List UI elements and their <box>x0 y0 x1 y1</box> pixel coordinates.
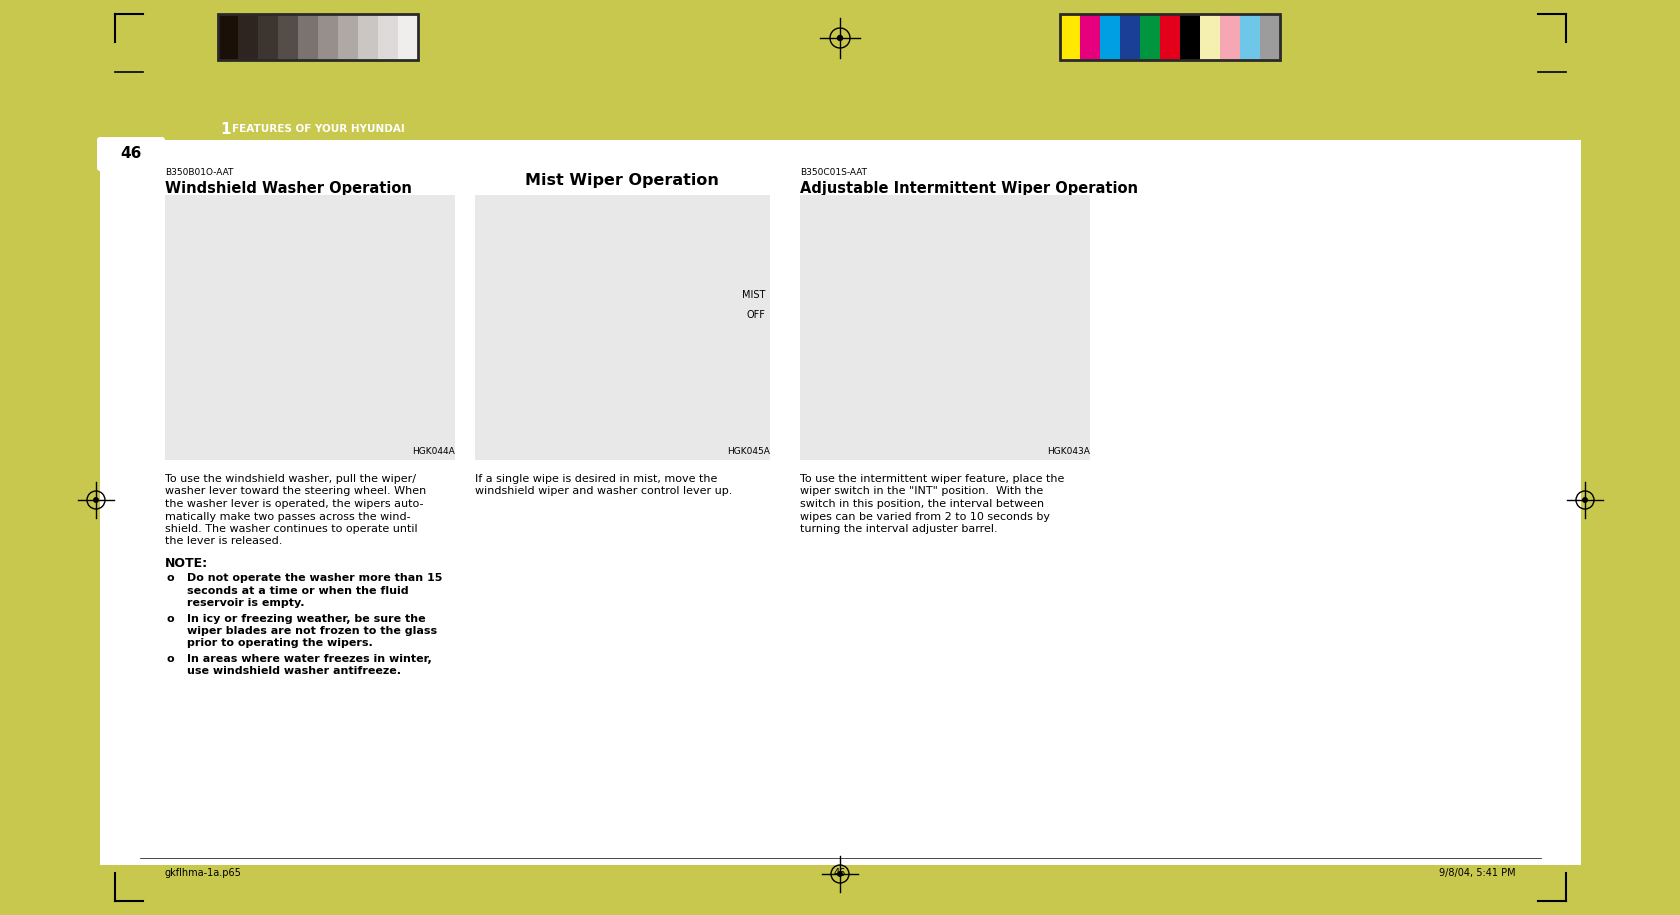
Text: the washer lever is operated, the wipers auto-: the washer lever is operated, the wipers… <box>165 499 423 509</box>
Bar <box>338 14 358 60</box>
Bar <box>1159 14 1179 60</box>
Bar <box>358 14 378 60</box>
Circle shape <box>94 498 97 502</box>
Text: Do not operate the washer more than 15: Do not operate the washer more than 15 <box>186 573 442 583</box>
Text: HGK044A: HGK044A <box>412 447 455 456</box>
Text: NOTE:: NOTE: <box>165 557 208 570</box>
Bar <box>1079 14 1099 60</box>
Bar <box>99 108 1581 865</box>
Bar <box>1139 14 1159 60</box>
Text: reservoir is empty.: reservoir is empty. <box>186 598 304 608</box>
Text: In icy or freezing weather, be sure the: In icy or freezing weather, be sure the <box>186 613 425 623</box>
Bar <box>318 14 338 60</box>
Text: washer lever toward the steering wheel. When: washer lever toward the steering wheel. … <box>165 487 427 497</box>
Text: To use the windshield washer, pull the wiper/: To use the windshield washer, pull the w… <box>165 474 415 484</box>
Bar <box>1099 14 1119 60</box>
Text: o: o <box>166 573 175 583</box>
Bar <box>378 14 398 60</box>
Text: B350C01S-AAT: B350C01S-AAT <box>800 168 867 177</box>
Bar <box>398 14 418 60</box>
Bar <box>257 14 277 60</box>
Bar <box>297 14 318 60</box>
Bar <box>475 195 769 460</box>
Bar <box>99 108 1581 140</box>
Bar <box>165 195 455 460</box>
Text: seconds at a time or when the fluid: seconds at a time or when the fluid <box>186 586 408 596</box>
Text: HGK043A: HGK043A <box>1047 447 1089 456</box>
Bar <box>1260 14 1278 60</box>
Text: shield. The washer continues to operate until: shield. The washer continues to operate … <box>165 524 417 534</box>
Bar <box>1220 14 1240 60</box>
Text: B350B01O-AAT: B350B01O-AAT <box>165 168 234 177</box>
Text: turning the interval adjuster barrel.: turning the interval adjuster barrel. <box>800 524 996 534</box>
Text: o: o <box>166 613 175 623</box>
Text: 9/8/04, 5:41 PM: 9/8/04, 5:41 PM <box>1438 868 1515 878</box>
Bar <box>218 14 418 60</box>
Text: wiper blades are not frozen to the glass: wiper blades are not frozen to the glass <box>186 626 437 636</box>
Bar <box>1060 14 1079 60</box>
Text: wiper switch in the "INT" position.  With the: wiper switch in the "INT" position. With… <box>800 487 1043 497</box>
Text: windshield wiper and washer control lever up.: windshield wiper and washer control leve… <box>475 487 732 497</box>
Bar <box>1200 14 1220 60</box>
Text: MIST: MIST <box>741 290 764 300</box>
Text: the lever is released.: the lever is released. <box>165 536 282 546</box>
Bar <box>800 195 1089 460</box>
Bar <box>239 14 257 60</box>
Text: HGK045A: HGK045A <box>727 447 769 456</box>
Text: 1: 1 <box>220 122 230 136</box>
Circle shape <box>1583 498 1586 502</box>
Text: If a single wipe is desired in mist, move the: If a single wipe is desired in mist, mov… <box>475 474 717 484</box>
Text: wipes can be varied from 2 to 10 seconds by: wipes can be varied from 2 to 10 seconds… <box>800 511 1050 522</box>
Bar <box>1179 14 1200 60</box>
Text: FEATURES OF YOUR HYUNDAI: FEATURES OF YOUR HYUNDAI <box>232 124 405 134</box>
Text: 46: 46 <box>121 146 141 162</box>
Text: In areas where water freezes in winter,: In areas where water freezes in winter, <box>186 654 432 664</box>
Text: Mist Wiper Operation: Mist Wiper Operation <box>524 173 719 188</box>
Text: matically make two passes across the wind-: matically make two passes across the win… <box>165 511 410 522</box>
Text: gkflhma-1a.p65: gkflhma-1a.p65 <box>165 868 242 878</box>
Text: Windshield Washer Operation: Windshield Washer Operation <box>165 181 412 196</box>
Bar <box>277 14 297 60</box>
Circle shape <box>837 872 842 877</box>
Text: switch in this position, the interval between: switch in this position, the interval be… <box>800 499 1043 509</box>
Bar <box>1119 14 1139 60</box>
Text: 46: 46 <box>833 868 845 878</box>
Text: OFF: OFF <box>746 310 764 320</box>
Bar <box>218 14 239 60</box>
Bar <box>1240 14 1260 60</box>
Circle shape <box>837 36 842 40</box>
Text: use windshield washer antifreeze.: use windshield washer antifreeze. <box>186 666 402 676</box>
Bar <box>1060 14 1278 60</box>
FancyBboxPatch shape <box>97 137 165 171</box>
Text: prior to operating the wipers.: prior to operating the wipers. <box>186 639 373 649</box>
Text: Adjustable Intermittent Wiper Operation: Adjustable Intermittent Wiper Operation <box>800 181 1137 196</box>
Text: To use the intermittent wiper feature, place the: To use the intermittent wiper feature, p… <box>800 474 1063 484</box>
Text: o: o <box>166 654 175 664</box>
